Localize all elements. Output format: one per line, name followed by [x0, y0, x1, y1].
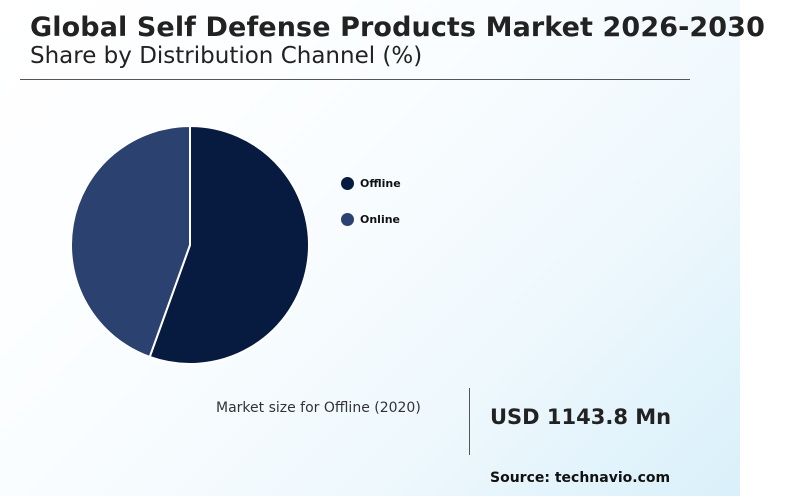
source-credit: Source: technavio.com [490, 470, 671, 486]
legend-label-online: Online [360, 212, 401, 226]
legend-label-offline: Offline [360, 176, 401, 190]
metric-divider [469, 388, 470, 455]
pie-chart [70, 125, 310, 365]
pie-slice-offline [148, 125, 310, 365]
market-size-value: USD 1143.8 Mn [490, 405, 672, 429]
chart-title: Global Self Defense Products Market 2026… [30, 12, 765, 43]
legend-swatch-online [341, 212, 354, 226]
chart-subtitle: Share by Distribution Channel (%) [30, 43, 423, 69]
legend-item-offline: Offline [341, 174, 401, 192]
title-divider [20, 79, 690, 80]
legend-swatch-offline [341, 176, 354, 190]
pie-slice-online [70, 125, 191, 358]
chart-legend: Offline Online [341, 174, 401, 246]
chart-canvas: Global Self Defense Products Market 2026… [0, 0, 765, 496]
market-size-label: Market size for Offline (2020) [216, 400, 421, 416]
legend-item-online: Online [341, 210, 401, 228]
